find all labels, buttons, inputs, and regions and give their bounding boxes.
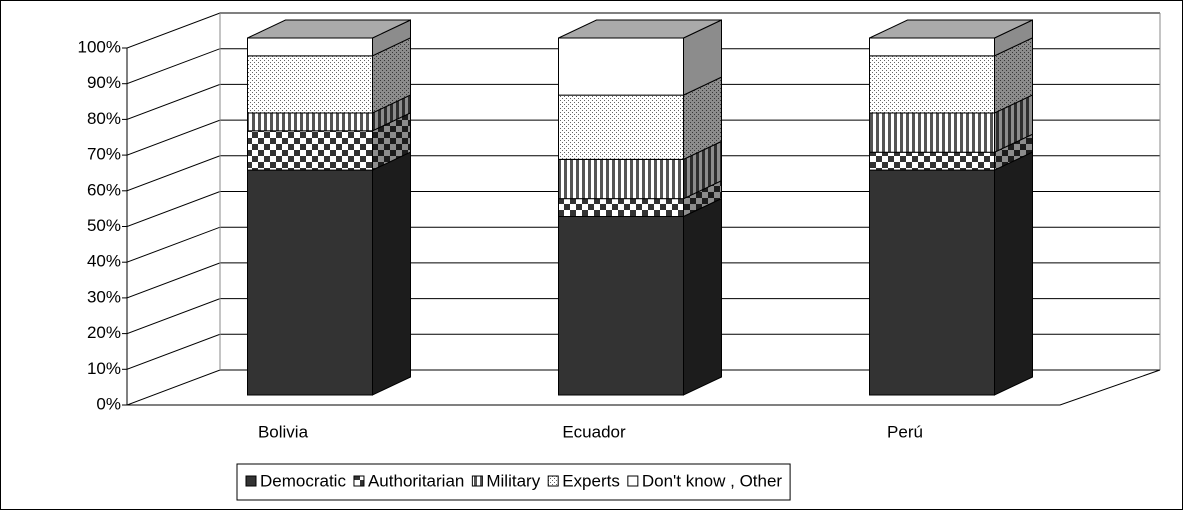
bar-segment — [247, 169, 373, 396]
y-tick-label: 60% — [87, 180, 121, 199]
bar-segment — [247, 130, 373, 171]
y-tick-label: 90% — [87, 73, 121, 92]
bar-side — [372, 152, 411, 395]
y-tick-label: 40% — [87, 252, 121, 271]
y-tick-label: 100% — [78, 37, 121, 56]
bar-side — [683, 77, 722, 160]
bar-segment — [558, 158, 684, 200]
bar-side — [372, 37, 411, 113]
bar-segment — [869, 112, 995, 153]
y-tick-label: 20% — [87, 323, 121, 342]
bar-segment — [869, 37, 995, 57]
y-tick-label: 70% — [87, 145, 121, 164]
legend-label: Experts — [562, 471, 620, 490]
bar-segment — [869, 55, 995, 114]
bar-segment — [869, 151, 995, 171]
bar-segment — [558, 216, 684, 396]
legend-label: Authoritarian — [368, 471, 464, 490]
legend-label: Don't know , Other — [642, 471, 783, 490]
bar-segment — [247, 55, 373, 114]
bar-segment — [247, 112, 373, 132]
bar-side — [994, 37, 1033, 113]
bar-side — [683, 141, 722, 199]
bar-side — [372, 94, 411, 131]
bar-side — [372, 20, 411, 56]
y-tick-label: 50% — [87, 216, 121, 235]
bar-top — [869, 19, 1033, 39]
bar-segment — [558, 94, 684, 160]
bar-side-shade — [683, 197, 722, 396]
y-tick-label: 10% — [87, 359, 121, 378]
y-tick-label: 30% — [87, 287, 121, 306]
x-tick-label: Perú — [887, 422, 923, 441]
bar-top — [247, 19, 411, 39]
legend-label: Military — [486, 471, 540, 490]
legend-swatch — [353, 475, 365, 487]
x-tick-label: Ecuador — [562, 422, 626, 441]
bar-segment — [558, 37, 684, 96]
legend-swatch — [245, 475, 257, 487]
legend-label: Democratic — [260, 471, 346, 490]
bar-segment — [869, 169, 995, 396]
bar-side — [994, 94, 1033, 153]
bar-side — [683, 198, 722, 395]
y-tick-label: 80% — [87, 109, 121, 128]
bar-side — [994, 134, 1033, 171]
floor-edge — [127, 369, 1161, 406]
legend-swatch — [471, 475, 483, 487]
bar-side — [683, 20, 722, 96]
bar-side-shade — [372, 151, 411, 396]
bar-side — [372, 112, 411, 171]
bar-side — [683, 180, 722, 217]
bar-side — [994, 20, 1033, 56]
bar-side — [994, 152, 1033, 395]
legend-swatch — [547, 475, 559, 487]
bar-segment — [247, 37, 373, 57]
bar-segment — [558, 198, 684, 217]
y-tick-label: 0% — [96, 394, 121, 413]
bar-top — [558, 19, 722, 39]
bar-side-shade — [994, 151, 1033, 396]
legend-box — [236, 463, 791, 501]
x-tick-label: Bolivia — [258, 422, 309, 441]
legend-swatch — [627, 475, 639, 487]
